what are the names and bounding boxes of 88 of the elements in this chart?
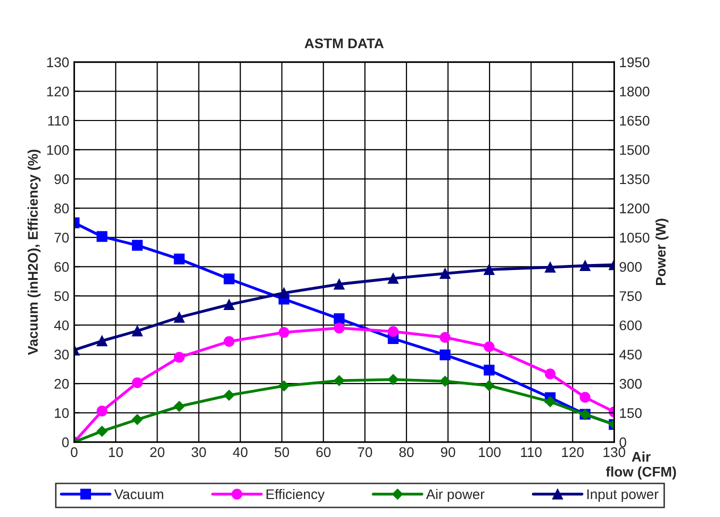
y2-tick-label: 1500	[620, 145, 650, 155]
x-tick-label: 80	[399, 447, 414, 458]
point	[334, 322, 345, 334]
point	[580, 392, 590, 403]
x-tick-label: 10	[109, 447, 123, 458]
x-tick-label: 90	[440, 447, 456, 458]
y2-tick-label: 1950	[620, 57, 650, 68]
x-tick-label: 120	[562, 447, 584, 458]
point	[440, 376, 451, 387]
y-tick-label: 30	[54, 350, 69, 360]
y-tick-label: 20	[54, 378, 69, 389]
y2-axis-title: Power (W)	[655, 218, 668, 286]
x-tick-label: 100	[479, 447, 501, 458]
point	[278, 380, 290, 392]
point	[224, 390, 235, 401]
point	[174, 312, 185, 323]
legend-label: Efficiency	[266, 488, 325, 502]
x-tick-label: 110	[521, 447, 542, 458]
y-tick-label: 10	[54, 408, 69, 418]
y2-tick-label: 1800	[620, 86, 650, 96]
x-tick-label: 50	[274, 447, 290, 458]
y-tick-label: 70	[54, 232, 69, 243]
point	[388, 326, 399, 337]
point	[544, 396, 556, 408]
y-tick-label: 40	[54, 320, 69, 330]
y-tick-label: 100	[47, 145, 69, 155]
point	[132, 414, 143, 425]
y-tick-label: 60	[54, 262, 69, 272]
y2-tick-label: 150	[620, 408, 642, 418]
y2-tick-label: 1350	[620, 174, 650, 184]
point	[334, 313, 345, 324]
point	[484, 264, 495, 275]
y-tick-label: 80	[54, 204, 69, 214]
point	[96, 426, 108, 437]
point	[96, 336, 108, 346]
point	[388, 374, 399, 385]
point	[484, 341, 495, 352]
point	[544, 262, 556, 273]
point	[174, 352, 185, 363]
x-tick-label: 0	[70, 447, 78, 458]
point	[580, 260, 590, 272]
x-tick-label: 70	[358, 447, 372, 458]
point	[440, 268, 450, 279]
point	[278, 327, 290, 338]
x-tick-label: 60	[316, 447, 331, 458]
point	[388, 272, 399, 284]
point	[484, 380, 495, 392]
point	[334, 375, 345, 386]
point	[440, 332, 450, 343]
y-tick-label: 120	[47, 86, 69, 96]
point	[484, 364, 495, 376]
legend-label: Vacuum	[114, 489, 164, 500]
y2-tick-label: 0	[620, 437, 626, 448]
point	[174, 254, 185, 264]
point	[132, 240, 143, 251]
legend-label: Air power	[426, 488, 484, 502]
point	[132, 377, 143, 388]
y-tick-label: 90	[54, 174, 69, 184]
point	[440, 350, 450, 360]
y2-tick-label: 450	[619, 350, 642, 360]
point	[96, 231, 108, 242]
y2-tick-label: 600	[620, 320, 642, 330]
y-tick-label: 50	[54, 291, 69, 302]
point	[174, 400, 185, 412]
chart-title: ASTM DATA	[304, 38, 384, 48]
y2-tick-label: 750	[620, 291, 642, 302]
y-tick-label: 0	[62, 437, 69, 448]
y2-tick-label: 300	[620, 378, 642, 389]
point	[334, 278, 345, 290]
y2-tick-label: 1200	[620, 204, 650, 214]
point	[224, 274, 234, 284]
point	[224, 299, 234, 310]
x-tick-label: 40	[232, 447, 248, 458]
point	[96, 406, 108, 416]
y-tick-label: 110	[48, 116, 69, 126]
point	[278, 288, 290, 298]
point	[132, 326, 143, 336]
x-tick-label: 20	[150, 447, 164, 458]
y-tick-label: 130	[47, 57, 69, 68]
y2-tick-label: 1650	[620, 116, 650, 126]
x-tick-label: 30	[192, 447, 206, 458]
point	[544, 368, 556, 380]
x-tick-label: 130	[604, 447, 626, 458]
legend-label: Input power	[587, 489, 658, 502]
y2-tick-label: 900	[620, 262, 642, 272]
point	[224, 336, 234, 347]
y-axis-title: Vacuum (inH2O), Efficiency (%)	[28, 150, 41, 355]
y2-tick-label: 1050	[620, 232, 650, 243]
